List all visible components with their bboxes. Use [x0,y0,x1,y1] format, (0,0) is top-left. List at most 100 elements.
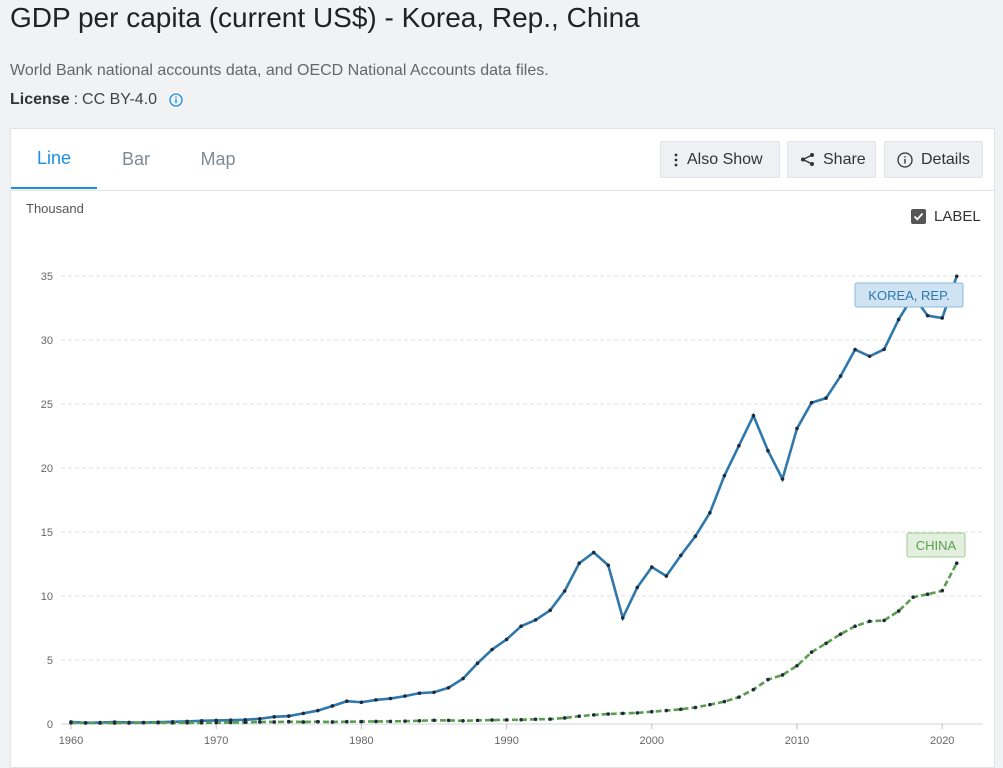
chart-card: Line Bar Map Also Show Share Details Tho… [10,128,995,768]
data-point [824,641,828,646]
y-tick-label: 15 [41,527,53,539]
data-point [940,316,944,320]
data-point [650,565,654,569]
line-chart: 0 5 10 15 20 25 30 35 1960 1970 1980 1990 2000 2010 20… [41,271,983,747]
y-tick-label: 25 [41,399,53,411]
series-label-box [854,282,964,308]
data-point [867,354,872,359]
y-tick-label: 10 [41,591,53,603]
data-point [185,721,189,725]
details-label: Details [921,150,970,168]
data-point [301,720,306,724]
data-point [896,609,901,613]
data-point [620,616,625,620]
data-point [867,619,872,624]
data-point [257,720,262,724]
data-point [257,716,262,721]
data-point [417,719,422,723]
data-point [345,719,349,724]
source-note: World Bank national accounts data, and O… [10,62,549,79]
data-point [243,720,248,725]
label-toggle-text: LABEL [934,208,981,225]
x-tick-label: 2000 [640,735,664,747]
series-label: CHINA [916,538,957,553]
y-tick-label: 30 [41,335,53,347]
data-point [780,673,785,677]
data-point [330,704,335,708]
tab-map[interactable]: Map [200,148,236,169]
data-point [679,553,683,558]
data-point [925,313,930,318]
data-point [635,711,640,715]
data-point [591,550,596,555]
series-label: KOREA, REP. [868,288,949,303]
data-point [287,714,291,718]
data-point [940,588,944,593]
data-point [533,618,538,622]
y-axis-unit-label: Thousand [26,201,84,216]
data-point [824,396,828,400]
data-point [359,700,364,705]
data-point [519,624,523,629]
data-point [301,711,306,716]
data-point [853,624,857,629]
data-point [446,718,451,723]
y-tick-label: 35 [41,271,53,283]
data-point [287,719,291,724]
also-show-button[interactable]: Also Show [660,141,780,178]
data-point [954,561,959,566]
x-tick-label: 1980 [349,735,373,747]
checkbox-checked-icon[interactable] [911,209,926,224]
data-point [403,719,407,723]
data-point [911,595,915,599]
data-point [243,717,248,722]
data-point [708,702,712,707]
license-label: License [10,91,70,108]
x-tick-label: 1990 [494,735,518,747]
data-point [388,719,393,724]
label-toggle[interactable]: LABEL [911,208,981,225]
info-icon[interactable] [169,93,183,107]
info-circle-icon [897,151,913,168]
data-point [780,477,785,481]
data-point [882,618,886,623]
data-point [156,720,160,725]
data-point [664,574,669,578]
data-point [345,699,349,704]
series-line [70,562,958,725]
data-point [548,717,552,721]
tab-bar[interactable]: Bar [121,148,150,169]
share-button[interactable]: Share [787,141,876,178]
data-point [708,511,712,515]
data-point [795,426,799,431]
data-point [809,650,814,654]
details-button[interactable]: Details [884,141,983,178]
data-point [228,720,233,725]
data-point [838,374,843,378]
tab-line[interactable]: Line [11,129,97,189]
data-point [577,561,581,566]
series-label-box [906,532,966,558]
also-show-label: Also Show [687,150,763,168]
more-vertical-icon [674,153,678,166]
data-point [954,274,959,279]
data-point [69,721,73,725]
series-line [70,275,958,725]
data-point [359,719,364,724]
data-point [504,637,509,642]
x-tick-label: 1970 [204,735,228,747]
data-point [461,676,465,681]
data-point [214,720,218,725]
data-point [838,632,843,636]
share-icon [801,153,814,166]
data-point [519,717,523,722]
data-point [795,663,799,668]
data-point [620,711,625,716]
data-point [548,608,552,613]
data-point [432,718,436,723]
data-point [83,721,88,725]
data-point [722,699,727,704]
data-point [490,718,494,722]
data-point [403,694,407,698]
data-point [650,709,654,714]
